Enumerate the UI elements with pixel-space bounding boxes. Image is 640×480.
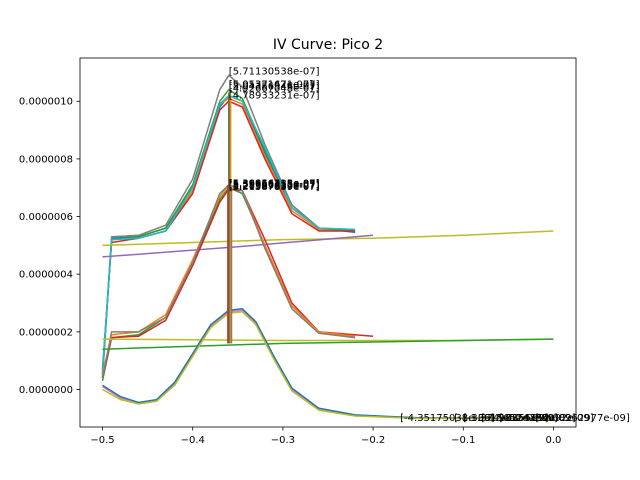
peak-annotation-4: [4.92667048e-07] [229, 84, 320, 95]
series-layer [101, 74, 554, 420]
y-tick-label-3: 0.0000006 [19, 212, 73, 223]
x-tick-label-5: 0.0 [546, 435, 562, 446]
x-tick-label-0: −0.5 [90, 435, 114, 446]
chart-title: IV Curve: Pico 2 [273, 37, 383, 53]
peak-annotation-12: [-4.35175038e-09] [400, 413, 494, 424]
peak-annotation-17: [-4.08262977e-09] [535, 413, 629, 424]
series-line-14 [102, 309, 554, 420]
series-line-13 [102, 338, 554, 350]
peak-annotation-13: [-1.33615652e-09] [454, 413, 548, 424]
peak-annotation-14: [-1.37416855e-09] [463, 413, 557, 424]
series-line-11 [101, 184, 356, 379]
axes-layer: −0.5 −0.4 −0.3 −0.2 −0.1 0.0 0.0000000 0.000000… [19, 57, 577, 446]
series-line-6 [102, 230, 554, 247]
series-line-16 [102, 310, 554, 420]
series-line-5 [101, 94, 356, 373]
series-line-7 [102, 234, 374, 258]
series-line-4 [101, 74, 356, 376]
plot-frame [79, 57, 577, 428]
y-tick-label-0: 0.0000000 [19, 385, 73, 396]
peak-annotation-6: [5.39966738e-07] [229, 178, 320, 189]
peak-annotation-0: [5.71130538e-07] [229, 67, 320, 78]
peak-annotation-10: [5.21587839e-07] [229, 181, 320, 192]
peak-annotation-11: [5.21587839e-07] [229, 182, 320, 193]
x-tick-label-3: −0.2 [361, 435, 385, 446]
peak-annotation-1: [5.0537162e-07] [229, 80, 313, 91]
y-tick-label-1: 0.0000002 [19, 327, 73, 338]
peak-annotation-16: [-1.74285092e-09] [499, 413, 593, 424]
x-tick-label-2: −0.3 [271, 435, 295, 446]
peak-annotation-8: [5.31656315e-07] [229, 180, 320, 191]
annotation-layer: [5.71130538e-07] [5.0537162e-07][5.013214… [229, 67, 630, 425]
y-tick-label-4: 0.0000008 [19, 154, 73, 165]
y-tick-label-2: 0.0000004 [19, 270, 73, 281]
peak-annotation-2: [5.01321471e-07] [229, 80, 320, 91]
peak-marker-layer [227, 92, 233, 344]
peak-annotation-3: [5.04356546e-07] [229, 82, 320, 93]
peak-annotation-5: [4.78933231e-07] [229, 90, 320, 101]
series-line-15 [102, 308, 554, 420]
peak-annotation-9: [5.28365633e-07] [229, 181, 320, 192]
y-tick-label-5: 0.0000010 [19, 97, 73, 108]
x-tick-label-4: −0.1 [451, 435, 475, 446]
peak-annotation-7: [5.36656315e-07] [229, 178, 320, 189]
peak-annotation-15: [-1.98354552e-09] [481, 413, 575, 424]
x-tick-label-1: −0.4 [181, 435, 205, 446]
series-line-9 [101, 188, 374, 379]
